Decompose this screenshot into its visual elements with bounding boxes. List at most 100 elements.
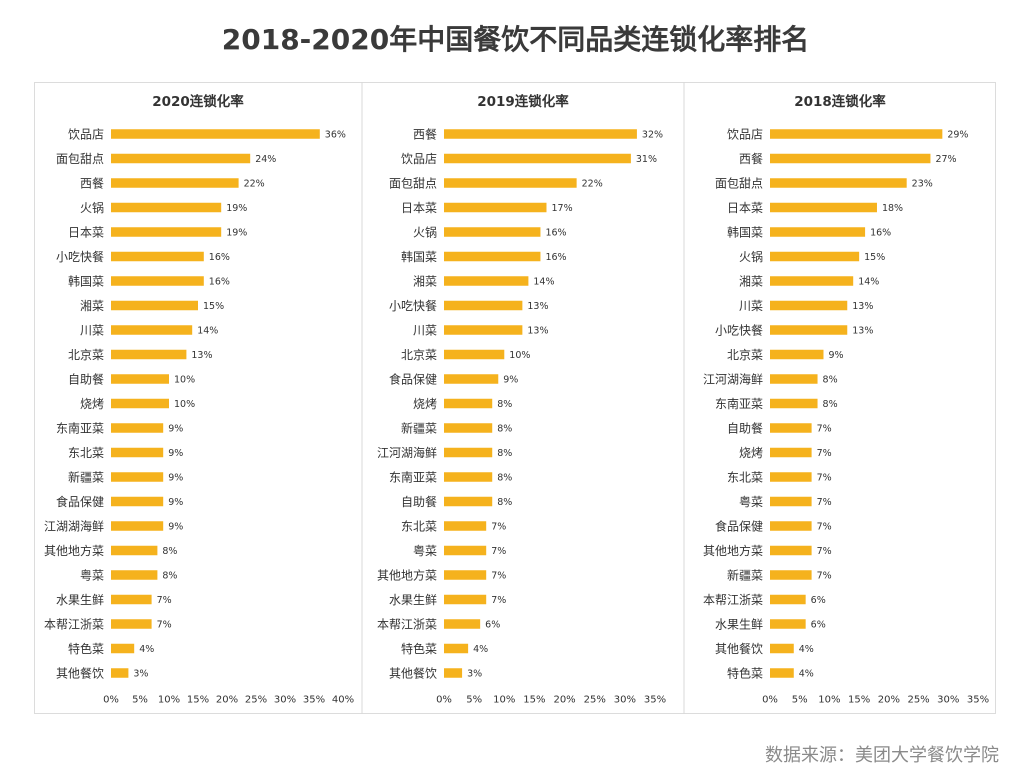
category-label: 其他餐饮 <box>389 666 437 681</box>
category-label: 水果生鲜 <box>715 618 763 632</box>
data-label: 22% <box>582 179 603 190</box>
data-label: 16% <box>209 277 230 288</box>
category-label: 粤菜 <box>739 494 763 509</box>
bar <box>111 202 222 213</box>
x-tick-label: 25% <box>907 695 929 706</box>
x-tick-label: 10% <box>158 695 180 706</box>
category-label: 其他地方菜 <box>44 543 104 558</box>
bar <box>111 496 164 507</box>
x-tick-label: 0% <box>762 695 778 706</box>
x-tick-label: 0% <box>436 695 452 706</box>
category-label: 东南亚菜 <box>56 421 104 436</box>
category-label: 川菜 <box>413 324 437 338</box>
data-label: 7% <box>817 497 832 508</box>
data-label: 4% <box>799 644 814 655</box>
data-label: 7% <box>817 473 832 484</box>
bar <box>111 619 152 629</box>
bar <box>770 521 812 531</box>
category-label: 川菜 <box>739 299 763 313</box>
data-label: 8% <box>162 546 177 557</box>
data-label: 7% <box>817 448 832 459</box>
category-label: 东北菜 <box>68 446 104 460</box>
category-label: 其他地方菜 <box>703 543 763 558</box>
bar <box>444 300 523 311</box>
bar <box>770 300 848 311</box>
x-tick-label: 20% <box>878 695 900 706</box>
data-label: 19% <box>226 228 247 239</box>
data-label: 32% <box>642 130 663 141</box>
data-label: 10% <box>174 375 195 386</box>
data-label: 22% <box>244 179 265 190</box>
data-label: 9% <box>503 375 518 386</box>
bar <box>444 521 487 531</box>
data-label: 6% <box>811 620 826 631</box>
category-label: 本帮江浙菜 <box>377 618 437 632</box>
x-tick-label: 15% <box>523 695 545 706</box>
data-label: 13% <box>527 301 548 312</box>
chart-title: 2019连锁化率 <box>477 93 569 110</box>
bar <box>444 594 487 605</box>
data-label: 13% <box>852 301 873 312</box>
chart-frame <box>34 82 996 714</box>
bar <box>444 472 493 482</box>
category-label: 饮品店 <box>727 128 763 142</box>
bar <box>444 423 493 433</box>
category-label: 面包甜点 <box>715 177 763 191</box>
category-label: 饮品店 <box>401 152 437 166</box>
x-tick-label: 35% <box>967 695 989 706</box>
category-label: 火锅 <box>739 249 763 264</box>
data-label: 14% <box>533 277 554 288</box>
data-label: 36% <box>325 130 346 141</box>
bar <box>444 643 469 654</box>
bar <box>111 447 164 458</box>
data-label: 7% <box>491 522 506 533</box>
data-label: 8% <box>823 375 838 386</box>
bar <box>770 178 907 188</box>
data-label: 19% <box>226 203 247 214</box>
bar <box>444 668 463 678</box>
x-tick-label: 10% <box>493 695 515 706</box>
x-tick-label: 25% <box>245 695 267 706</box>
category-label: 新疆菜 <box>401 421 437 436</box>
category-label: 韩国菜 <box>401 249 437 264</box>
category-label: 江河湖海鲜 <box>703 372 763 387</box>
bar <box>444 251 541 262</box>
x-tick-label: 10% <box>818 695 840 706</box>
data-label: 15% <box>203 301 224 312</box>
data-label: 13% <box>527 326 548 337</box>
data-label: 7% <box>157 595 172 606</box>
data-label: 9% <box>168 522 183 533</box>
category-label: 湘菜 <box>739 274 763 289</box>
bar <box>770 349 824 360</box>
bar <box>111 129 320 139</box>
bar <box>444 447 493 458</box>
category-label: 粤菜 <box>413 543 437 558</box>
bar <box>444 374 499 384</box>
source-note: 数据来源：美团大学餐饮学院 <box>765 745 999 766</box>
category-label: 小吃快餐 <box>715 323 763 338</box>
bar <box>444 349 505 360</box>
category-label: 西餐 <box>413 127 437 142</box>
x-tick-label: 25% <box>584 695 606 706</box>
bar <box>111 472 164 482</box>
data-label: 4% <box>473 644 488 655</box>
bar <box>111 570 158 580</box>
data-label: 31% <box>636 154 657 165</box>
data-label: 7% <box>157 620 172 631</box>
category-label: 北京菜 <box>68 348 104 362</box>
data-label: 7% <box>491 595 506 606</box>
category-label: 东南亚菜 <box>389 470 437 485</box>
data-label: 9% <box>168 497 183 508</box>
data-label: 8% <box>497 473 512 484</box>
category-label: 面包甜点 <box>389 177 437 191</box>
category-label: 水果生鲜 <box>389 593 437 607</box>
category-label: 新疆菜 <box>727 568 763 583</box>
bar <box>444 545 487 556</box>
x-tick-label: 15% <box>187 695 209 706</box>
data-label: 24% <box>255 154 276 165</box>
data-label: 8% <box>823 399 838 410</box>
category-label: 本帮江浙菜 <box>44 618 104 632</box>
category-label: 特色菜 <box>727 666 763 681</box>
data-label: 3% <box>133 669 148 680</box>
